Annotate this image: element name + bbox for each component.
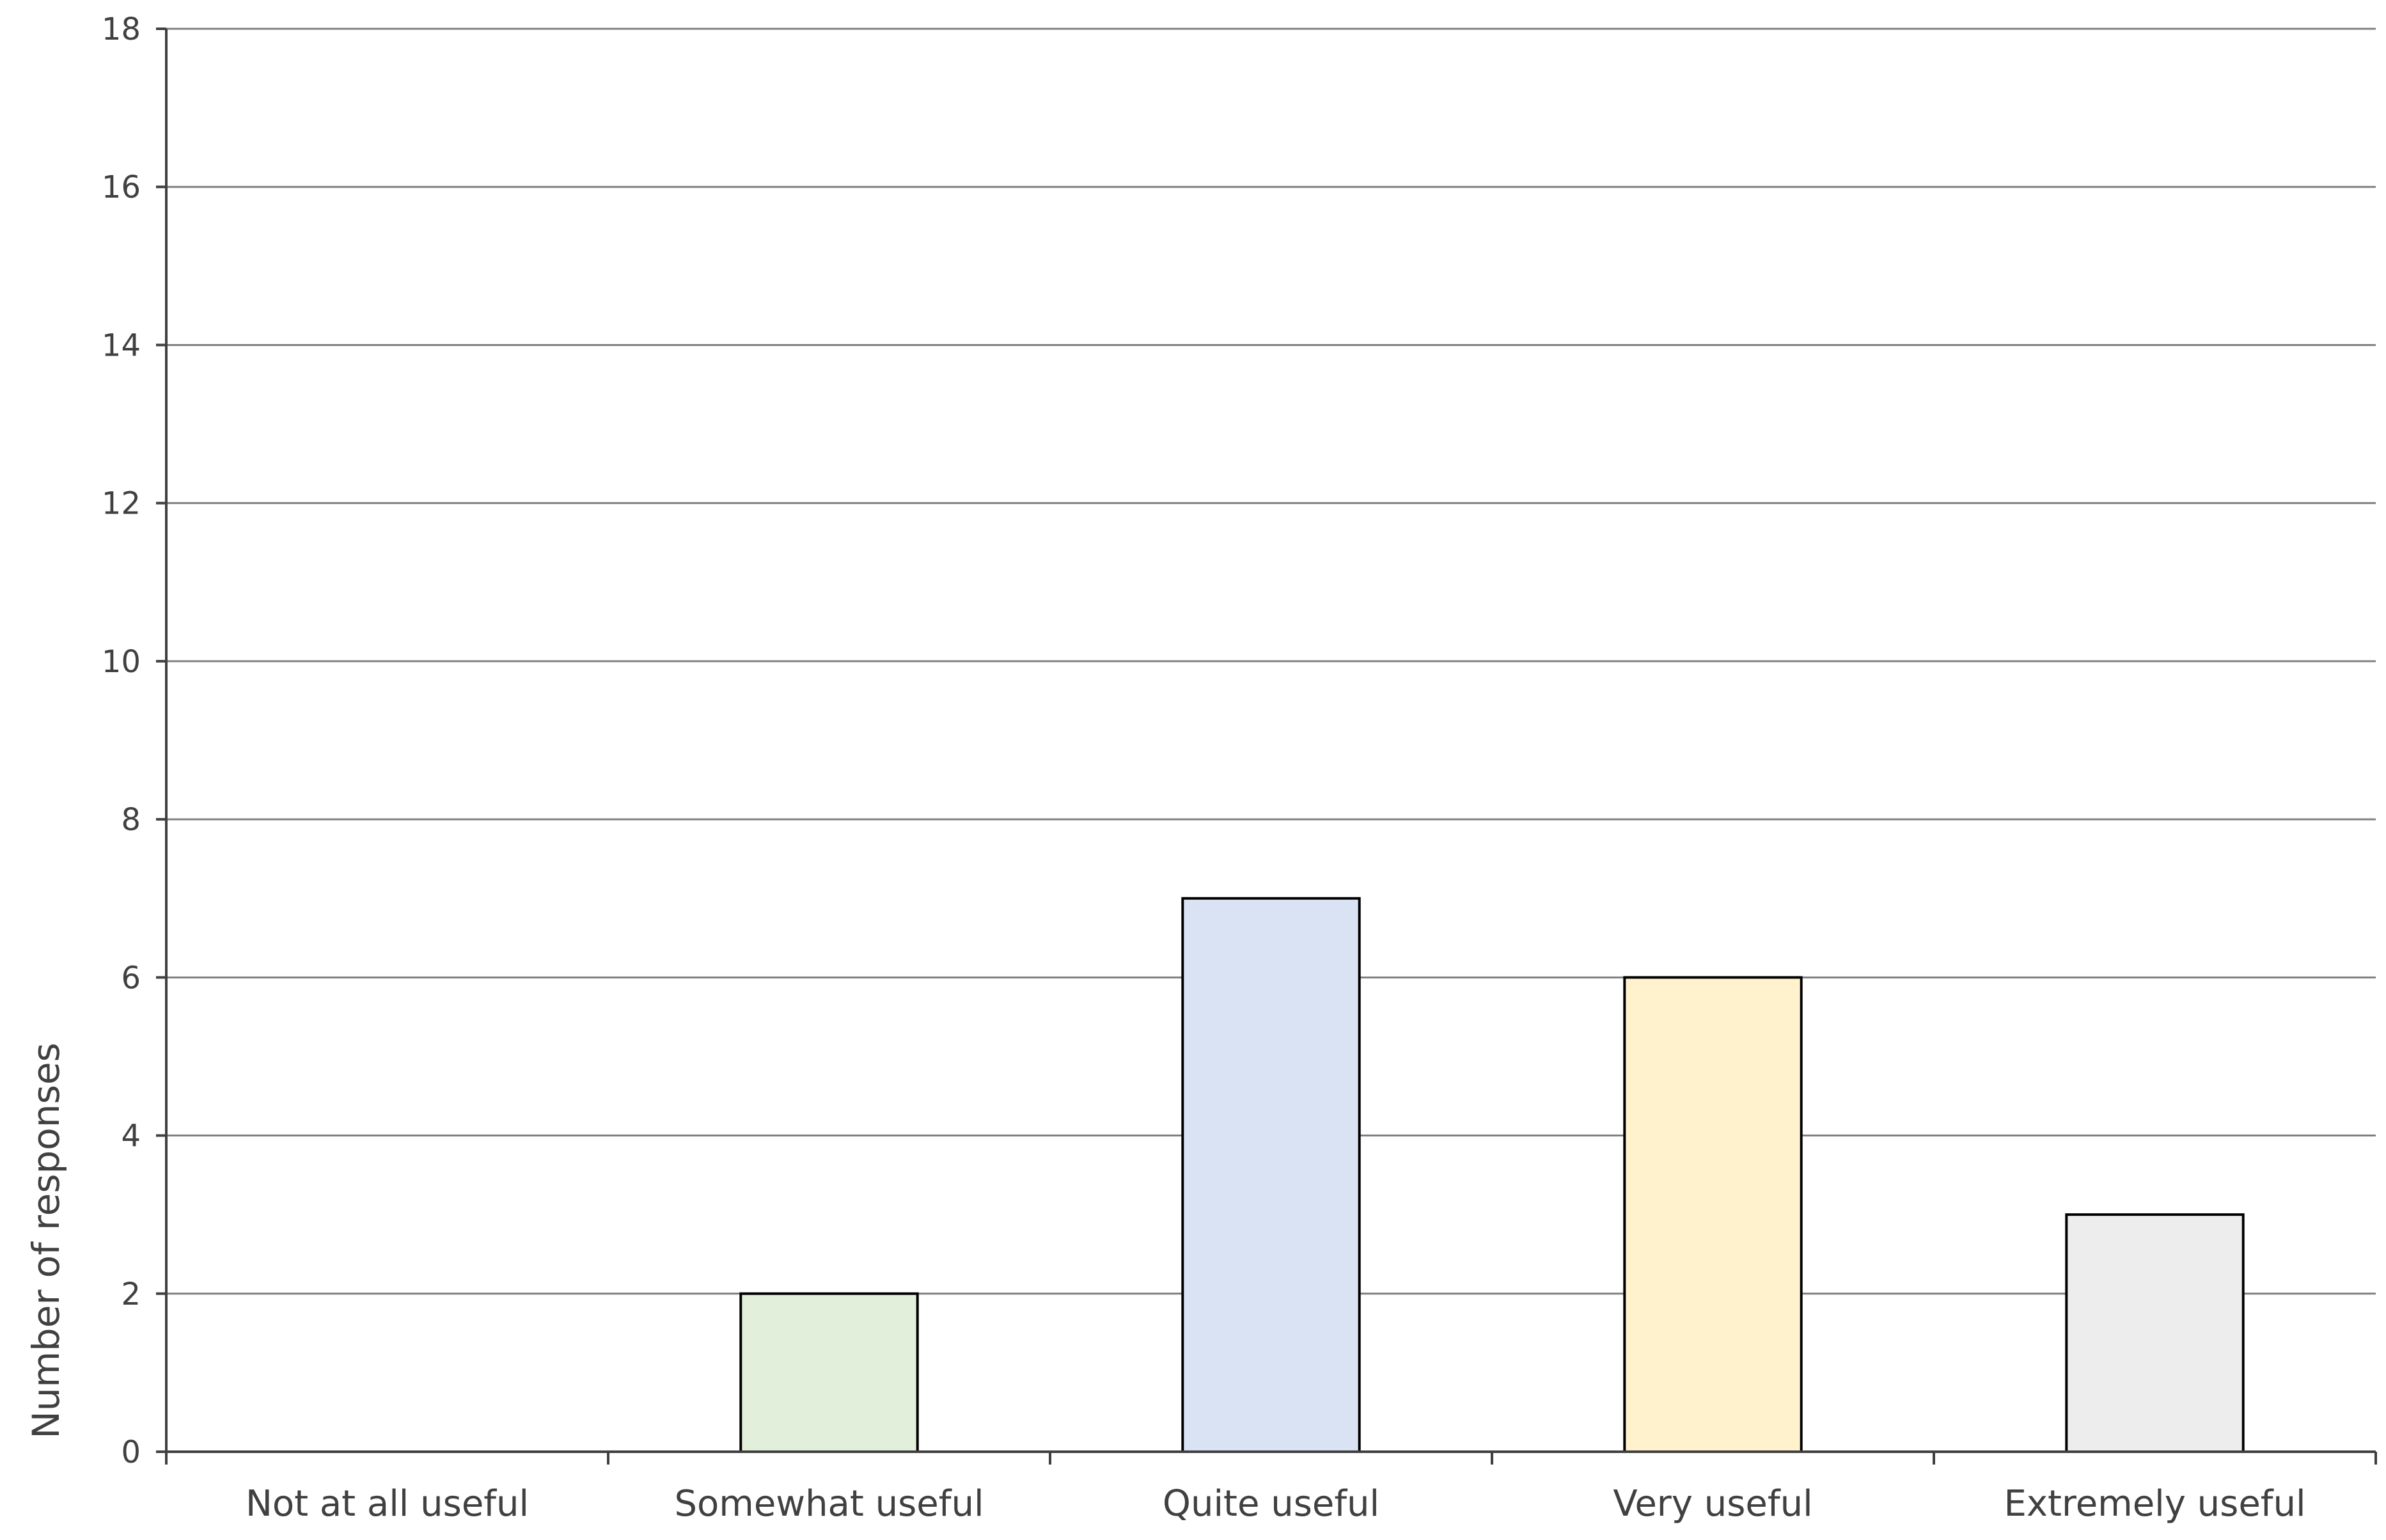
x-category-label: Somewhat useful xyxy=(674,1483,984,1525)
y-tick-label: 6 xyxy=(121,960,141,996)
bar-extremely-useful xyxy=(2065,1213,2245,1453)
x-category-label: Very useful xyxy=(1613,1483,1812,1525)
y-tick-label: 8 xyxy=(121,802,141,838)
x-category-label: Extremely useful xyxy=(2004,1483,2305,1525)
y-tick-label: 18 xyxy=(102,12,141,47)
y-tick-label: 10 xyxy=(102,644,141,680)
bars xyxy=(739,897,2245,1454)
y-axis-title: Number of responses xyxy=(24,1042,68,1438)
gridlines xyxy=(166,28,2376,1295)
y-tick-label: 0 xyxy=(121,1434,141,1470)
y-tick-label: 14 xyxy=(102,327,141,363)
x-category-label: Not at all useful xyxy=(246,1483,529,1525)
x-category-label: Quite useful xyxy=(1163,1483,1379,1525)
y-tick-labels: 0 2 4 6 8 10 12 14 16 18 xyxy=(102,12,166,1470)
x-tick-labels: Not at all useful Somewhat useful Quite us… xyxy=(165,1452,2377,1525)
bar-very-useful xyxy=(1623,976,1803,1454)
y-tick-label: 12 xyxy=(102,486,141,522)
y-tick-label: 2 xyxy=(121,1277,141,1312)
y-tick-label: 16 xyxy=(102,169,141,205)
bar-somewhat-useful xyxy=(739,1292,919,1454)
axes xyxy=(165,29,2376,1453)
y-tick-label: 4 xyxy=(121,1119,141,1154)
bar-quite-useful xyxy=(1181,897,1361,1453)
